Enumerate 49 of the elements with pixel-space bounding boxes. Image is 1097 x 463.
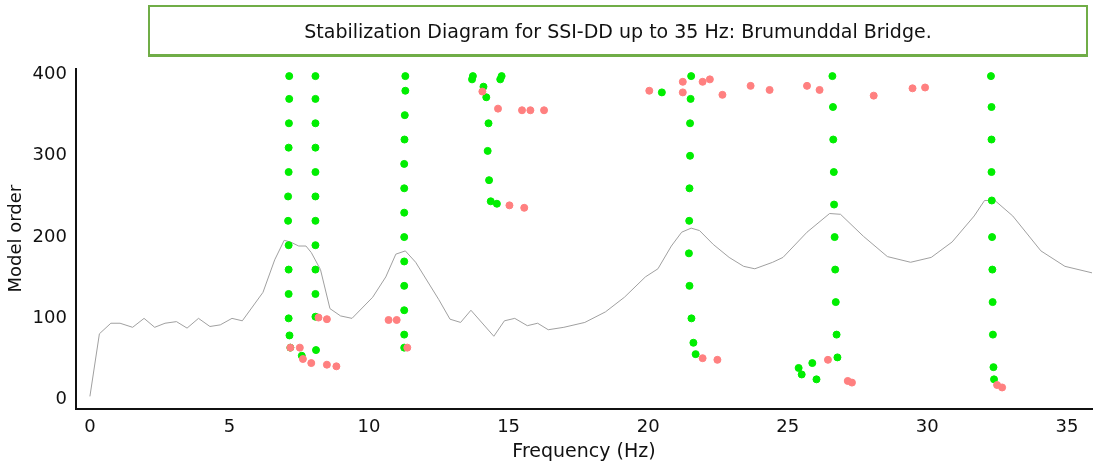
point xyxy=(803,81,812,90)
x-tick-label: 15 xyxy=(497,415,521,437)
point xyxy=(298,355,307,364)
point xyxy=(645,86,654,95)
y-tick-label: 0 xyxy=(55,387,67,409)
point xyxy=(518,106,527,115)
point xyxy=(718,90,727,99)
point xyxy=(815,85,824,94)
point xyxy=(295,343,304,352)
y-tick-label: 400 xyxy=(32,62,67,84)
x-tick-label: 30 xyxy=(915,415,939,437)
y-tick-label: 300 xyxy=(32,143,67,165)
point xyxy=(705,75,714,84)
x-tick-label: 10 xyxy=(357,415,381,437)
point xyxy=(678,77,687,86)
point xyxy=(526,106,535,115)
point xyxy=(322,315,331,324)
point xyxy=(921,83,930,92)
x-axis-title: Frequency (Hz) xyxy=(512,438,656,461)
point xyxy=(713,355,722,364)
x-tick-label: 25 xyxy=(776,415,800,437)
point xyxy=(505,201,514,210)
y-tick-label: 200 xyxy=(32,224,67,246)
point xyxy=(494,104,503,113)
point xyxy=(869,91,878,100)
point xyxy=(908,84,917,93)
y-axis-title: Model order xyxy=(4,184,26,293)
point xyxy=(746,81,755,90)
y-tick-label: 100 xyxy=(32,306,67,328)
x-tick-label: 20 xyxy=(636,415,660,437)
point xyxy=(322,360,331,369)
point xyxy=(540,106,549,115)
point xyxy=(332,362,341,371)
point xyxy=(698,354,707,363)
point xyxy=(678,88,687,97)
point xyxy=(384,315,393,324)
point xyxy=(307,359,316,368)
x-tick-label: 0 xyxy=(84,415,96,437)
point xyxy=(823,355,832,364)
x-tick-label: 5 xyxy=(223,415,236,437)
x-tick-label: 35 xyxy=(1055,415,1079,437)
point xyxy=(847,378,856,387)
point xyxy=(993,381,1002,390)
point xyxy=(392,315,401,324)
point xyxy=(478,87,487,96)
point xyxy=(698,77,707,86)
chart-title: Stabilization Diagram for SSI-DD up to 35 Hz: Brumunddal Bridge. xyxy=(148,5,1088,57)
point xyxy=(520,203,529,212)
point xyxy=(765,85,774,94)
